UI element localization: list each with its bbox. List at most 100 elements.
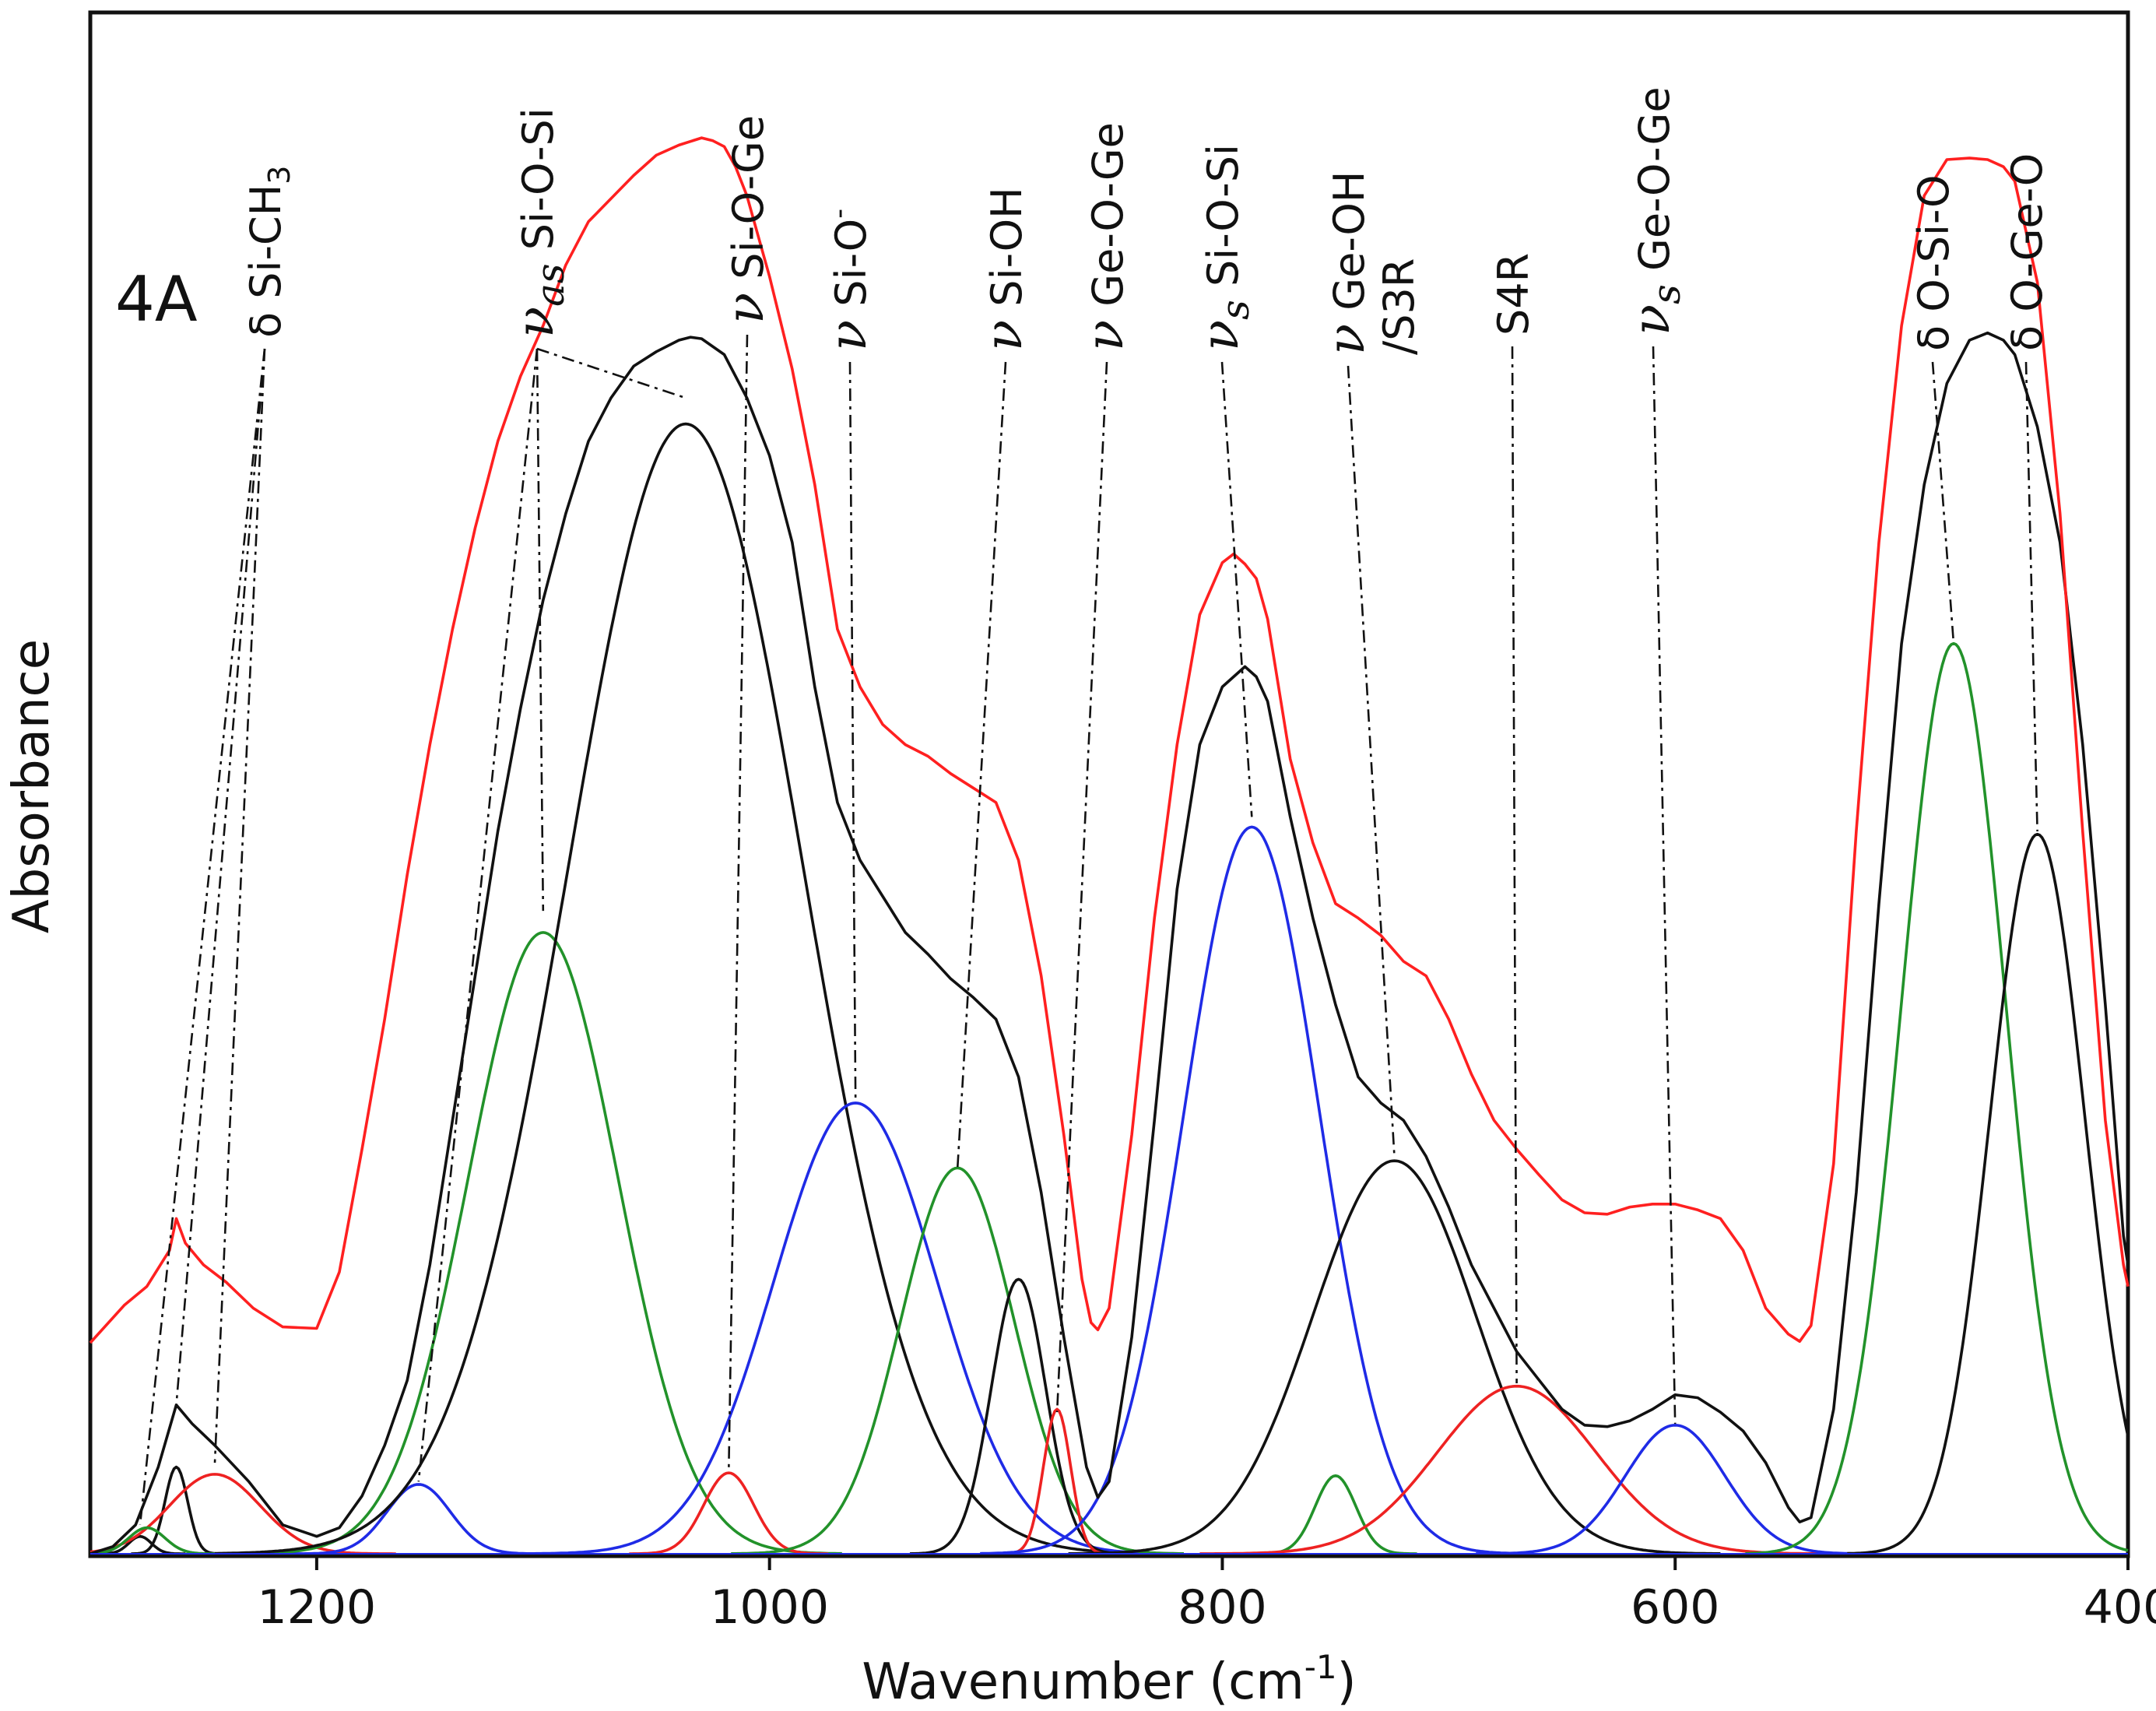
band-leader-lines — [139, 334, 2038, 1526]
band-name-0: Si-CH — [241, 184, 290, 299]
band-name-1: Si-O-Si — [514, 107, 563, 250]
band-name-9: Ge-O-Ge — [1630, 86, 1679, 271]
leader-line-0-1 — [175, 348, 266, 1405]
x-axis-title-main: Wavenumber (cm — [862, 1653, 1304, 1711]
leader-line-8-0 — [1511, 346, 1518, 1384]
y-axis-title: Absorbance — [3, 639, 61, 933]
band-mode-6: ν — [1190, 320, 1250, 351]
leader-line-10-0 — [1931, 361, 1955, 644]
band-mode-3: ν — [818, 320, 878, 351]
x-axis-title: Wavenumber (cm-1) — [862, 1648, 1356, 1711]
leader-line-1-0 — [417, 348, 539, 1482]
band-space-11 — [2003, 312, 2052, 325]
band-label-text-5: ν Ge-O-Ge — [1075, 122, 1135, 351]
band-label-0: δ Si-CH3 — [241, 166, 297, 338]
band-label-11: δ O-Ge-O — [2003, 153, 2052, 351]
band-label-text-0: δ Si-CH3 — [241, 166, 297, 338]
band-label-text-3: ν Si-O- — [818, 209, 878, 351]
component-peak-1037 — [215, 422, 1157, 1555]
leader-line-0-2 — [213, 348, 266, 1463]
band-label-6: νs Si-O-Si — [1190, 144, 1258, 351]
band-name-6: Si-O-Si — [1199, 144, 1248, 286]
band-mode-sub-6: s — [1213, 300, 1258, 320]
component-peaks — [90, 422, 2130, 1555]
component-peak-917 — [731, 1166, 1184, 1555]
band-label-text-9: νs Ge-O-Ge — [1621, 86, 1689, 336]
component-peak-962 — [529, 1101, 1182, 1555]
band-label-7: ν Ge-OH/S3R — [1316, 171, 1424, 355]
band-space-10 — [1909, 312, 1958, 325]
leader-line-7-0 — [1347, 365, 1396, 1157]
band-mode-1: ν — [505, 307, 565, 338]
band-label-text-11: δ O-Ge-O — [2003, 153, 2052, 351]
band-sup-3: - — [823, 209, 855, 219]
band-name-5: Ge-O-Ge — [1083, 122, 1132, 307]
band-label-text-4: ν Si-OH — [974, 187, 1034, 351]
band-mode-7: ν — [1316, 324, 1376, 355]
band-reset-1 — [514, 250, 563, 263]
band-label-10: δ O-Si-O — [1909, 175, 1958, 351]
band-name-8: S4R — [1489, 253, 1538, 336]
x-tick-label-600: 600 — [1631, 1580, 1720, 1635]
band-space-2 — [724, 279, 773, 293]
band-mode-sub-1: as — [528, 263, 573, 306]
component-peak-890 — [909, 1277, 1128, 1555]
x-axis-title-suffix: ) — [1337, 1653, 1357, 1711]
leader-line-0-0 — [139, 348, 266, 1526]
band-label-1: νas Si-O-Si — [505, 107, 573, 338]
x-axis-title-sup: -1 — [1304, 1648, 1337, 1686]
band-mode-0: δ — [241, 312, 290, 338]
band-mode-sub-9: s — [1644, 284, 1689, 304]
band-reset-9 — [1630, 271, 1679, 284]
component-peak-1262 — [131, 1465, 222, 1555]
envelope-line — [90, 331, 2130, 1555]
band-label-9: νs Ge-O-Ge — [1621, 86, 1689, 336]
component-peak-1155 — [291, 1483, 546, 1555]
band-label-text-8: S4R — [1489, 253, 1538, 336]
band-sub-0: 3 — [262, 166, 297, 184]
band-label-text-7: ν Ge-OH — [1316, 171, 1376, 355]
band-space-3 — [827, 307, 876, 320]
x-axis-ticks: 1200 1000 800 600 400 — [258, 1556, 2156, 1635]
component-peak-477 — [1745, 641, 2129, 1555]
band-reset-6 — [1199, 286, 1248, 300]
band-space-5 — [1083, 307, 1132, 320]
band-label-5: ν Ge-O-Ge — [1075, 122, 1135, 351]
band-name-4: Si-OH — [982, 187, 1031, 306]
band-space-7 — [1325, 311, 1374, 324]
leader-line-3-0 — [848, 361, 857, 1103]
component-peak-873 — [1003, 1407, 1111, 1555]
x-tick-label-1200: 1200 — [258, 1580, 377, 1635]
leader-line-1-1 — [535, 348, 545, 912]
panel-label: 4A — [115, 263, 198, 336]
leader-line-1-2 — [536, 347, 686, 399]
component-peak-440 — [1847, 832, 2130, 1555]
component-peak-1245 — [90, 1473, 396, 1555]
band-mode-4: ν — [974, 320, 1034, 351]
measured-line — [89, 136, 2130, 1344]
measured-spectrum — [89, 136, 2130, 1344]
x-tick-label-800: 800 — [1178, 1580, 1267, 1635]
band-label-3: ν Si-O- — [818, 209, 878, 351]
band-name-3: Si-O — [827, 219, 876, 307]
band-label-4: ν Si-OH — [974, 187, 1034, 351]
leader-line-6-0 — [1220, 361, 1253, 817]
component-peak-670 — [1199, 1384, 1834, 1555]
band-mode-5: ν — [1075, 320, 1135, 351]
band-space-0 — [241, 299, 290, 312]
component-peak-787 — [980, 825, 1524, 1555]
fitted-envelope — [90, 331, 2130, 1555]
component-peak-600 — [1476, 1424, 1875, 1555]
band-label-text-10: δ O-Si-O — [1909, 175, 1958, 351]
band-name-10: O-Si-O — [1909, 175, 1958, 312]
band-label-line2-7: /S3R — [1375, 258, 1424, 355]
band-mode-2: ν — [715, 293, 775, 324]
component-peak-1018 — [629, 1471, 829, 1555]
band-name-2: Si-O-Ge — [724, 115, 773, 279]
band-label-2: ν Si-O-Ge — [715, 115, 775, 324]
x-tick-label-400: 400 — [2084, 1580, 2156, 1635]
component-peak-724 — [1068, 1159, 1721, 1555]
leader-line-2-0 — [728, 334, 749, 1470]
